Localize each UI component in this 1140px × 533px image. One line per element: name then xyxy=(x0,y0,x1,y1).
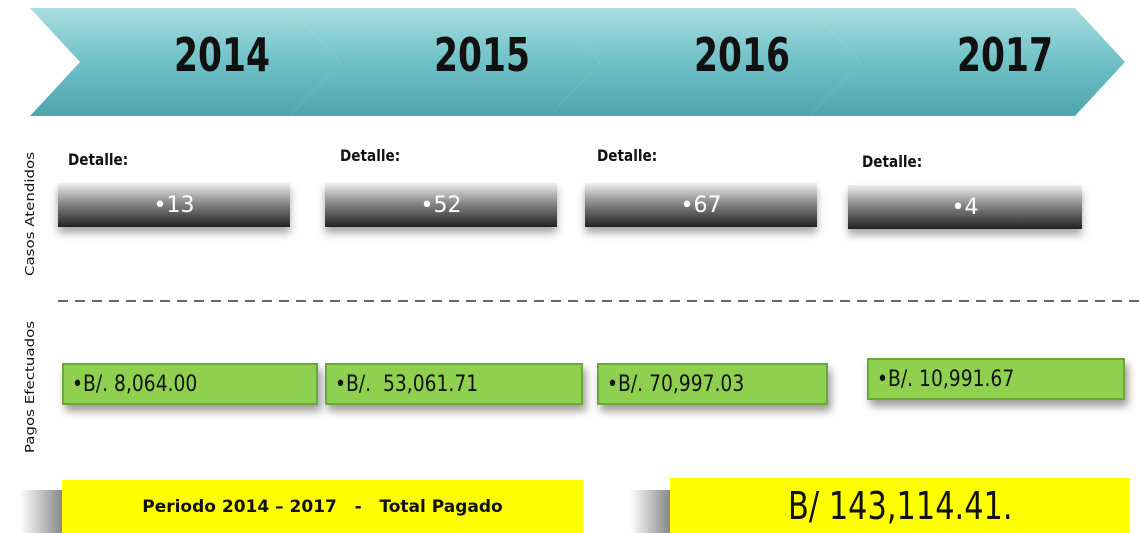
case-value: 4 xyxy=(952,195,978,220)
payment-value: B/. 70,997.03 xyxy=(607,372,744,397)
chevron xyxy=(290,8,600,116)
payment-box: B/. 8,064.00 xyxy=(62,363,318,405)
shadow xyxy=(630,490,670,533)
section-label: Pagos Efectuados xyxy=(22,320,38,454)
case-value: 67 xyxy=(681,193,721,218)
payment-value: B/. 8,064.00 xyxy=(72,372,197,397)
case-box: 52 xyxy=(325,183,557,227)
chevron xyxy=(30,8,340,116)
divider xyxy=(58,300,1140,302)
shadow xyxy=(20,490,62,533)
case-box: 13 xyxy=(58,183,290,227)
detail-label: Detalle: xyxy=(68,150,129,169)
payment-box: B/. 10,991.67 xyxy=(867,358,1125,400)
year: 2015 xyxy=(433,28,531,82)
payment-box: B/. 70,997.03 xyxy=(597,363,828,405)
payment-box: B/. 53,061.71 xyxy=(325,363,583,405)
footer-total: B/ 143,114.41. xyxy=(670,478,1130,533)
section-label: Casos Atendidos xyxy=(22,151,38,277)
case-box: 4 xyxy=(848,185,1082,229)
payment-value: B/. 53,061.71 xyxy=(335,372,478,397)
detail-label: Detalle: xyxy=(597,146,658,165)
timeline xyxy=(30,8,1125,116)
payment-value: B/. 10,991.67 xyxy=(877,367,1014,392)
case-value: 13 xyxy=(154,193,194,218)
chevron xyxy=(810,8,1125,116)
case-box: 67 xyxy=(585,183,817,227)
chevron xyxy=(550,8,860,116)
detail-label: Detalle: xyxy=(340,146,401,165)
total-text: B/ 143,114.41. xyxy=(787,483,1013,528)
footer-label: Periodo 2014 – 2017 - Total Pagado xyxy=(62,480,583,533)
case-value: 52 xyxy=(421,193,461,218)
year: 2016 xyxy=(693,28,791,82)
year: 2017 xyxy=(956,28,1054,82)
year: 2014 xyxy=(173,28,271,82)
detail-label: Detalle: xyxy=(862,152,923,171)
